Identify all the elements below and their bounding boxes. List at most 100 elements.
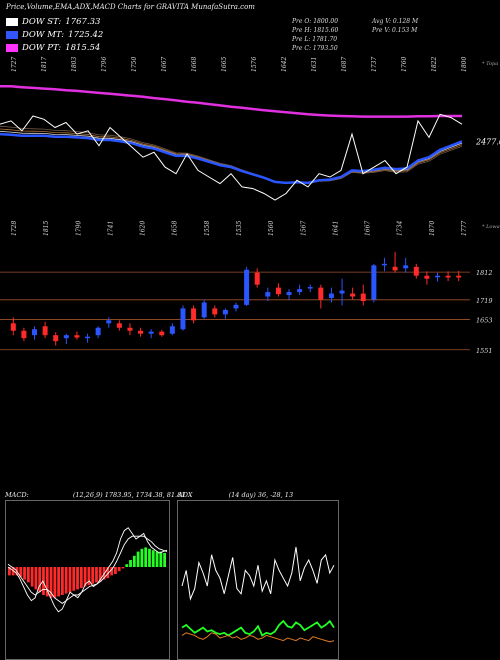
bottom-tick-label: 1560 (268, 221, 275, 236)
top-tick-label: 1796 (101, 57, 108, 72)
candle-body (244, 269, 250, 305)
macd-histogram-bar (163, 553, 166, 567)
bottom-tick-label: 1641 (332, 221, 339, 236)
bottom-tick-label: 1741 (107, 221, 114, 236)
macd-histogram-bar (23, 567, 26, 580)
candle-body (85, 336, 91, 339)
top-tick-label: 1727 (11, 57, 18, 72)
bottom-tick-label: 1728 (11, 221, 18, 236)
bottom-tick-label: 1535 (236, 221, 243, 236)
bottom-tick-label: 1620 (140, 221, 147, 236)
ema-short-line (0, 125, 463, 185)
top-tick-label: 1822 (431, 57, 438, 72)
macd-histogram-bar (114, 567, 117, 574)
candle-body (445, 275, 451, 278)
candle-body (413, 266, 419, 276)
macd-histogram-bar (151, 550, 155, 567)
bottom-tick-label: 1815 (43, 221, 50, 236)
ema-long-line (0, 85, 462, 118)
candle-body (106, 320, 112, 324)
macd-histogram-bar (144, 547, 148, 567)
macd-histogram-bar (64, 567, 68, 594)
candle-body (21, 330, 27, 339)
macd-histogram-bar (49, 567, 53, 598)
candle-body (286, 292, 292, 296)
candle-body (180, 308, 186, 330)
top-tick-label: 1803 (71, 57, 78, 72)
legend-swatch-st (6, 18, 18, 26)
macd-histogram-bar (155, 551, 159, 567)
candle-body (148, 331, 154, 334)
macd-histogram-bar (53, 567, 57, 598)
top-tick-label: 1665 (221, 57, 228, 72)
top-tick-label: 1737 (371, 57, 378, 72)
candle-body (434, 275, 440, 278)
bottom-tick-label: 1558 (204, 221, 211, 236)
candle-body (169, 326, 175, 334)
legend-dow-st: DOW ST: 1767.33 (6, 17, 103, 27)
candle-body (201, 302, 207, 318)
macd-histogram-bar (57, 567, 60, 597)
macd-histogram-bar (136, 551, 140, 567)
candle-body (350, 293, 356, 297)
candle-body (456, 275, 462, 278)
candle-body (403, 265, 409, 269)
top-tick-label: 1576 (251, 57, 258, 72)
macd-histogram-bar (117, 567, 121, 572)
macd-histogram-bar (45, 567, 49, 597)
volume-stats: Avg V: 0.128 M Pre V: 0.153 M (372, 17, 418, 35)
bottom-tick-label: 1658 (172, 221, 179, 236)
candle-body (392, 266, 398, 271)
macd-histogram-bar (125, 564, 129, 567)
candle-body (265, 292, 271, 297)
macd-header: MACD: (12,26,9) 1783.95, 1734.38, 81.81 (5, 491, 185, 499)
ema-mid-line (0, 132, 463, 185)
macd-params: (12,26,9) 1783.95, 1734.38, 81.81 (72, 491, 186, 499)
ema-short-line (0, 130, 463, 184)
macd-histogram-bar (30, 567, 34, 587)
candlestick-chart: 1812 1719 1653 1551 (0, 251, 493, 355)
macd-histogram-bar (110, 567, 113, 576)
price-line (0, 113, 463, 201)
candle-body (10, 323, 16, 331)
candle-body (159, 331, 165, 336)
prev-open: Pre O: 1800.00 (292, 18, 339, 25)
legend-swatch-pt (6, 44, 18, 52)
top-tick-label: 1631 (311, 57, 318, 72)
candle-body (127, 327, 133, 331)
legend-dow-pt: DOW PT: 1815.54 (6, 43, 103, 53)
level-label: 1812 (476, 269, 493, 277)
macd-histogram-bar (91, 567, 95, 584)
macd-histogram-bar (148, 548, 151, 567)
topa-label: * Topa (482, 61, 498, 67)
candle-body (63, 335, 69, 339)
candle-body (371, 265, 377, 300)
macd-histogram-bar (42, 567, 45, 595)
candle-body (53, 335, 59, 342)
candle-body (32, 329, 38, 336)
macd-histogram-bar (76, 567, 79, 590)
prev-volume: Pre V: 0.153 M (372, 27, 418, 34)
di-plus-line (181, 619, 335, 637)
candle-body (360, 293, 366, 301)
macd-histogram-bar (140, 548, 144, 567)
candle-body (328, 293, 334, 299)
candle-body (339, 290, 345, 294)
macd-histogram-bar (8, 567, 11, 576)
price-ema-chart: 1727 1817 1803 1796 1750 1667 1668 1665 1576 1642… (0, 57, 500, 236)
candle-body (307, 287, 313, 289)
candle-body (297, 289, 303, 293)
right-value-label: 2477.05 (475, 137, 500, 146)
chart-title: Price,Volume,EMA,ADX,MACD Charts for GRA… (6, 3, 189, 11)
macd-histogram-bar (72, 567, 76, 591)
adx-line (181, 546, 335, 601)
macd-histogram-bar (129, 560, 132, 567)
macd-histogram-bar (79, 567, 83, 588)
adx-params: (14 day) 36, -28, 13 (228, 491, 294, 499)
candle-body (254, 272, 260, 285)
candle-body (212, 308, 218, 315)
candle-body (233, 304, 239, 309)
bottom-tick-label: 1790 (75, 221, 82, 236)
bottom-tick-label: 1667 (365, 221, 372, 236)
macd-histogram-bar (95, 567, 98, 583)
